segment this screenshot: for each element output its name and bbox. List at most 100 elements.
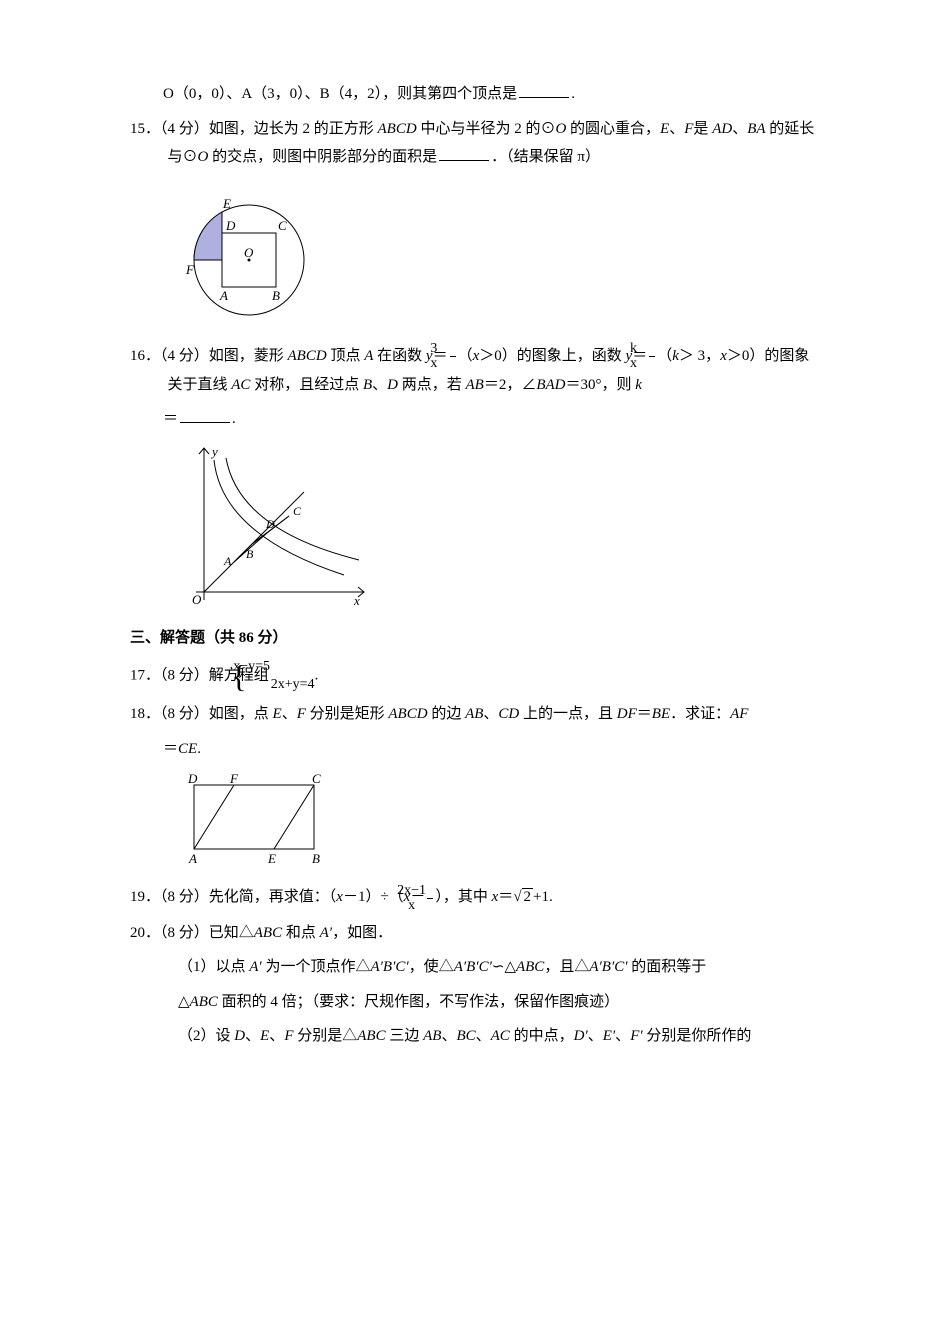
q15-ba: BA	[747, 121, 765, 137]
q20-p1a: （1）以点	[178, 959, 249, 975]
q20-p2g: 、	[476, 1028, 491, 1044]
q20-m2: ，如图．	[332, 925, 392, 941]
q18-l2b: .	[197, 741, 201, 757]
q15-l2e: ．（结果保留 π）	[491, 149, 600, 165]
frac-3-x: 3x	[450, 342, 456, 371]
question17: 17．（8 分）解方程组{x−y=52x+y=4.	[130, 658, 820, 694]
q16-m5: （	[657, 348, 672, 364]
svg-text:B: B	[312, 851, 320, 866]
svg-text:x: x	[353, 593, 360, 608]
q16-l2e: 两点，若	[398, 377, 466, 393]
blank-q15[interactable]	[439, 146, 489, 161]
q16-figure: O x y A B C D	[174, 440, 820, 610]
q18-cd: CD	[498, 706, 519, 722]
q20-p2c: 、	[269, 1028, 284, 1044]
q16-ac: AC	[231, 377, 250, 393]
svg-text:A: A	[219, 288, 228, 303]
q16-l2g: ＝30°，则	[566, 377, 636, 393]
q18-be: BE	[652, 706, 670, 722]
q16-line3: ＝.	[130, 405, 820, 434]
q18-e: E	[273, 706, 282, 722]
q20-apbpcp3: A′B′C′	[589, 959, 627, 975]
q18-m5: 上的一点，且	[519, 706, 617, 722]
q18-m6: ＝	[637, 706, 652, 722]
q16-num: 16．（4 分）如图，菱形	[130, 348, 288, 364]
q15-o2: O	[198, 149, 209, 165]
sqrt2: √2	[513, 888, 533, 905]
blank-q16[interactable]	[180, 408, 230, 423]
q15-l2a: 是	[693, 121, 712, 137]
q20-bc: BC	[456, 1028, 475, 1044]
den2: x	[649, 357, 655, 371]
q20-e: E	[260, 1028, 269, 1044]
q20-m1: 和点	[282, 925, 320, 941]
eq1: x−y=5	[233, 659, 270, 674]
q20-p1e: ，且△	[544, 959, 589, 975]
q15-figure: E D C F A B O	[174, 178, 820, 328]
svg-text:F: F	[229, 771, 239, 786]
q15-abcd: ABCD	[378, 121, 417, 137]
q19num: 2x−1	[427, 884, 433, 899]
q20-p1c: ，使△	[409, 959, 454, 975]
q16-l3: ＝	[163, 411, 178, 427]
q18-df: DF	[617, 706, 637, 722]
eq-system: {x−y=52x+y=4	[269, 658, 315, 694]
q20-p1d: ∽△	[492, 959, 516, 975]
question18: 18．（8 分）如图，点 E、F 分别是矩形 ABCD 的边 AB、CD 上的一…	[130, 700, 820, 729]
q20-p2a: （2）设	[178, 1028, 234, 1044]
eq2: 2x+y=4	[271, 677, 315, 692]
frac-2x1-x: 2x−1x	[427, 884, 433, 913]
q20-p2b: 、	[245, 1028, 260, 1044]
q16-m4: ＞0）的图象上，函数	[479, 348, 625, 364]
q20-abc: ABC	[254, 925, 282, 941]
q20-part2: （2）设 D、E、F 分别是△ABC 三边 AB、BC、AC 的中点，D′、E′…	[130, 1022, 820, 1051]
q19-m5: +1.	[533, 889, 553, 905]
q18-num: 18．（8 分）如图，点	[130, 706, 273, 722]
q15-o: O	[555, 121, 566, 137]
question19: 19．（8 分）先化简，再求值：（x－1）÷（x－2x−1x），其中 x＝√2+…	[130, 883, 820, 912]
section-3-title: 三、解答题（共 86 分）	[130, 624, 820, 653]
svg-text:F: F	[185, 262, 195, 277]
q16-m6: ＞	[679, 348, 694, 364]
q16-a: A	[364, 348, 373, 364]
svg-text:C: C	[293, 504, 302, 518]
q16-m1: 顶点	[327, 348, 365, 364]
svg-text:D: D	[187, 771, 198, 786]
q18-line2: ＝CE.	[130, 735, 820, 764]
q15-l2b: 、	[732, 121, 747, 137]
q16-m2: 在函数	[373, 348, 426, 364]
num1: 3	[450, 342, 456, 357]
svg-text:y: y	[210, 444, 218, 459]
q15-ad: AD	[712, 121, 732, 137]
q15-num: 15．（4 分）如图，边长为 2 的正方形	[130, 121, 378, 137]
q18-m1: 、	[282, 706, 297, 722]
q20-p1b: 为一个顶点作△	[262, 959, 371, 975]
q15-l2d: 的交点，则图中阴影部分的面积是	[208, 149, 437, 165]
q19-num: 19．（8 分）先化简，再求值：（	[130, 889, 336, 905]
svg-text:O: O	[192, 592, 202, 607]
q16-l2d: 、	[372, 377, 387, 393]
q20-p2e: 三边	[386, 1028, 424, 1044]
q20-p2h: 的中点，	[510, 1028, 574, 1044]
q20-part1b: △ABC 面积的 4 倍；（要求：尺规作图，不写作法，保留作图痕迹）	[130, 988, 820, 1017]
q20-ap2: A′	[249, 959, 261, 975]
q20-ab: AB	[423, 1028, 441, 1044]
q20-p2k: 分别是你所作的	[643, 1028, 752, 1044]
q19-m1: －1）÷（	[343, 889, 404, 905]
q14-suffix: .	[571, 86, 575, 102]
q16-l2a: 3，	[698, 348, 721, 364]
svg-text:E: E	[267, 851, 276, 866]
q20-abc2: ABC	[516, 959, 544, 975]
q20-ep: E′	[603, 1028, 615, 1044]
blank-q14[interactable]	[519, 83, 569, 98]
q20-dp: D′	[574, 1028, 588, 1044]
q19-m3: ），其中	[435, 889, 491, 905]
q14-text: O（0，0）、A（3，0）、B（4，2），则其第四个顶点是	[163, 86, 517, 102]
rad: 2	[522, 888, 534, 905]
svg-text:E: E	[222, 196, 231, 211]
q16-m3: （	[458, 348, 473, 364]
q16-d: D	[387, 377, 398, 393]
question20: 20．（8 分）已知△ABC 和点 A′，如图．	[130, 919, 820, 948]
q20-num: 20．（8 分）已知△	[130, 925, 254, 941]
q20-fp: F′	[630, 1028, 642, 1044]
